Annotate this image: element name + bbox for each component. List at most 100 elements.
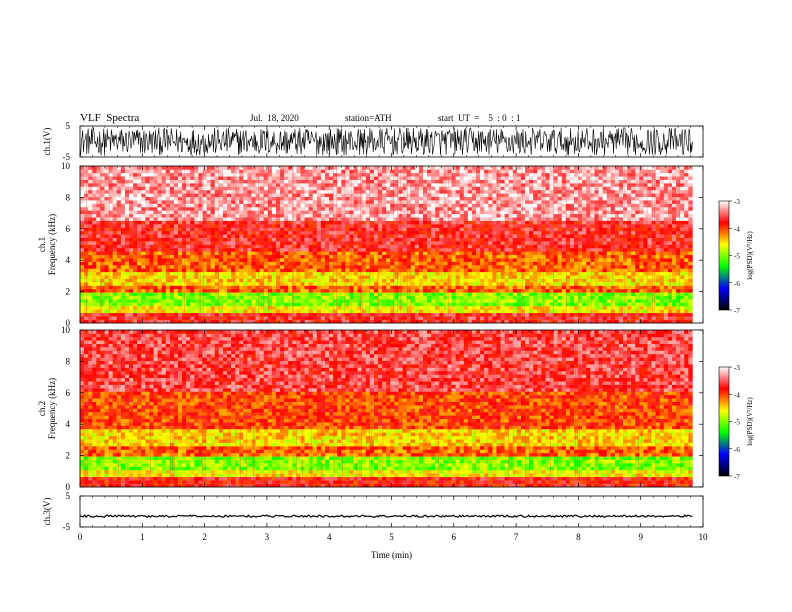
spectrogram-cell xyxy=(333,292,338,296)
spectrogram-cell xyxy=(243,285,248,290)
spectrogram-cell xyxy=(271,268,277,273)
spectrogram-cell xyxy=(422,244,428,249)
spectrogram-cell xyxy=(557,261,563,266)
spectrogram-cell xyxy=(618,230,624,235)
spectrogram-cell xyxy=(308,217,314,221)
spectrogram-cell xyxy=(590,282,595,286)
spectrogram-cell xyxy=(655,285,661,290)
spectrogram-cell xyxy=(382,230,387,235)
spectrogram-cell xyxy=(651,309,656,314)
spectrogram-cell xyxy=(128,241,134,245)
spectrogram-cell xyxy=(529,258,534,262)
spectrogram-cell xyxy=(537,220,542,225)
spectrogram-cell xyxy=(614,234,620,238)
spectrogram-cell xyxy=(533,230,538,235)
spectrogram-cell xyxy=(198,254,203,259)
spectrogram-cell xyxy=(157,312,162,317)
spectrogram-cell xyxy=(647,230,652,235)
spectrogram-cell xyxy=(427,316,432,320)
spectrogram-cell xyxy=(610,244,616,249)
spectrogram-cell xyxy=(271,312,277,317)
spectrogram-cell xyxy=(602,247,607,252)
spectrogram-cell xyxy=(533,282,538,286)
spectrogram-cell xyxy=(455,227,460,232)
spectrogram-cell xyxy=(631,227,636,232)
spectrogram-cell xyxy=(516,230,522,235)
spectrogram-cell xyxy=(222,285,228,290)
spectrogram-cell xyxy=(263,244,269,249)
spectrogram-cell xyxy=(235,224,240,228)
spectrogram-cell xyxy=(194,295,199,300)
spectrogram-cell xyxy=(533,312,538,317)
spectrogram-cell xyxy=(529,224,534,228)
spectrogram-cell xyxy=(545,261,550,266)
spectrogram-cell xyxy=(280,292,285,296)
spectrogram-cell xyxy=(149,319,154,324)
spectrogram-cell xyxy=(508,285,514,290)
waveform-line xyxy=(79,126,693,156)
spectrogram-cell xyxy=(275,299,281,303)
spectrogram-cell xyxy=(92,288,97,293)
spectrogram-cell xyxy=(226,251,232,256)
spectrogram-cell xyxy=(586,285,591,290)
spectrogram-cell xyxy=(186,227,191,232)
spectrogram-cell xyxy=(439,299,444,303)
spectrogram-cell xyxy=(222,275,228,279)
spectrogram-cell xyxy=(471,302,477,307)
spectrogram-cell xyxy=(235,316,240,320)
spectrogram-cell xyxy=(578,292,583,296)
spectrogram-cell xyxy=(500,288,505,293)
spectrogram-cell xyxy=(680,271,685,276)
spectrogram-cell xyxy=(333,258,338,262)
spectrogram-cell xyxy=(680,237,685,242)
spectrogram-cell xyxy=(349,254,354,259)
spectrogram-cell xyxy=(149,299,154,303)
spectrogram-cell xyxy=(623,309,628,314)
spectrogram-cell xyxy=(333,264,338,269)
spectrogram-cell xyxy=(537,299,542,303)
spectrogram-cell xyxy=(451,258,456,262)
spectrogram-cell xyxy=(500,264,505,269)
spectrogram-cell xyxy=(553,247,558,252)
spectrogram-cell xyxy=(365,230,371,235)
spectrogram-cell xyxy=(631,268,636,273)
spectrogram-cell xyxy=(186,268,191,273)
spectrogram-cell xyxy=(116,220,122,225)
spectrogram-cell xyxy=(618,261,624,266)
spectrogram-cell xyxy=(406,230,411,235)
spectrogram-cell xyxy=(349,217,354,221)
spectrogram-cell xyxy=(651,299,656,303)
spectrogram-cell xyxy=(378,224,383,228)
spectrogram-cell xyxy=(418,213,424,218)
spectrogram-cell xyxy=(427,278,432,283)
spectrogram-cell xyxy=(480,319,485,324)
spectrogram-cell xyxy=(643,224,648,228)
spectrogram-cell xyxy=(292,217,297,221)
spectrogram-cell xyxy=(496,285,501,290)
spectrogram-cell xyxy=(672,316,677,320)
spectrogram-cell xyxy=(324,241,330,245)
spectrogram-cell xyxy=(635,295,640,300)
spectrogram-cell xyxy=(120,292,126,296)
spectrogram-cell xyxy=(194,251,199,256)
spectrogram-cell xyxy=(586,217,591,221)
spectrogram-cell xyxy=(226,275,232,279)
spectrogram-cell xyxy=(623,254,628,259)
spectrogram-cell xyxy=(284,288,289,293)
spectrogram-cell xyxy=(545,247,550,252)
spectrogram-cell xyxy=(84,309,89,314)
spectrogram-cell xyxy=(292,309,297,314)
spectrogram-cell xyxy=(96,264,101,269)
spectrogram-cell xyxy=(267,268,273,273)
spectrogram-cell xyxy=(84,282,89,286)
spectrogram-cell xyxy=(353,309,358,314)
spectrogram-cell xyxy=(467,302,473,307)
spectrogram-cell xyxy=(639,282,644,286)
spectrogram-cell xyxy=(614,295,620,300)
spectrogram-cell xyxy=(672,244,677,249)
spectrogram-cell xyxy=(124,302,130,307)
spectrogram-cell xyxy=(239,220,244,225)
spectrogram-cell xyxy=(533,285,538,290)
spectrogram-cell xyxy=(386,282,391,286)
spectrogram-cell xyxy=(210,278,216,283)
